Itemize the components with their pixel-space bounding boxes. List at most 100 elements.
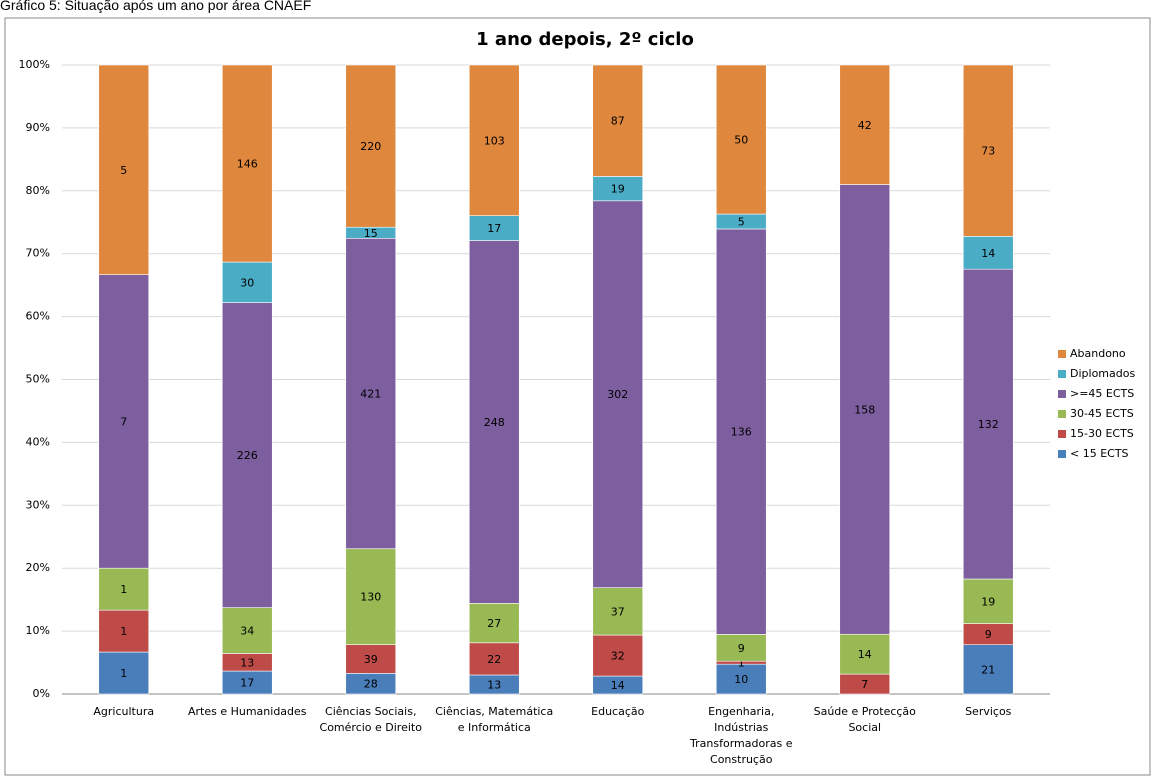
bar-segment bbox=[221, 64, 273, 263]
bar-segment bbox=[592, 64, 644, 177]
legend-label: Diplomados bbox=[1070, 367, 1135, 380]
data-label: 28 bbox=[364, 678, 378, 691]
data-label: 226 bbox=[237, 449, 258, 462]
bar-segment bbox=[839, 633, 891, 675]
y-tick-label: 0% bbox=[33, 687, 50, 700]
x-tick-label: Ciências Sociais, Comércio e Direito bbox=[319, 705, 422, 734]
legend-swatch bbox=[1058, 450, 1066, 458]
legend-label: 15-30 ECTS bbox=[1070, 427, 1134, 440]
chart-title: 1 ano depois, 2º ciclo bbox=[476, 29, 694, 50]
bar-segment bbox=[221, 607, 273, 654]
bar-segment bbox=[468, 240, 520, 604]
y-tick-label: 60% bbox=[26, 310, 50, 323]
bar-segment bbox=[345, 64, 397, 228]
bar-segment bbox=[221, 302, 273, 608]
x-tick-label: Agricultura bbox=[93, 705, 155, 718]
data-label: 27 bbox=[487, 617, 501, 630]
bar-segment bbox=[839, 184, 891, 635]
x-tick-label: Serviços bbox=[965, 705, 1012, 718]
data-label: 103 bbox=[484, 134, 505, 147]
data-label: 421 bbox=[360, 388, 381, 401]
data-label: 248 bbox=[484, 416, 505, 429]
data-label: 19 bbox=[611, 183, 625, 196]
data-label: 73 bbox=[981, 145, 995, 158]
y-tick-label: 100% bbox=[19, 58, 50, 71]
bar-segment bbox=[715, 64, 767, 215]
bar-segment bbox=[715, 228, 767, 635]
bar-segment bbox=[468, 215, 520, 241]
data-label: 1 bbox=[120, 583, 127, 596]
bar-segment bbox=[962, 236, 1014, 270]
bar-segment bbox=[839, 64, 891, 185]
bar-segment bbox=[962, 64, 1014, 237]
data-label: 37 bbox=[611, 605, 625, 618]
chart-border bbox=[4, 17, 1151, 776]
data-label: 5 bbox=[120, 164, 127, 177]
y-tick-label: 70% bbox=[26, 247, 50, 260]
data-label: 9 bbox=[985, 628, 992, 641]
data-label: 34 bbox=[240, 625, 254, 638]
data-label: 30 bbox=[240, 276, 254, 289]
bar-segment bbox=[592, 200, 644, 588]
legend-swatch bbox=[1058, 350, 1066, 358]
y-tick-label: 20% bbox=[26, 561, 50, 574]
data-label: 132 bbox=[978, 418, 999, 431]
data-label: 1 bbox=[738, 657, 745, 670]
data-label: 158 bbox=[854, 403, 875, 416]
data-label: 302 bbox=[607, 388, 628, 401]
data-label: 15 bbox=[364, 227, 378, 240]
bar-segment bbox=[592, 587, 644, 636]
legend-label: >=45 ECTS bbox=[1070, 387, 1134, 400]
y-tick-label: 50% bbox=[26, 373, 50, 386]
bar-segment bbox=[715, 634, 767, 662]
data-label: 1 bbox=[120, 625, 127, 638]
bar-segment bbox=[962, 268, 1014, 580]
legend-label: Abandono bbox=[1070, 347, 1126, 360]
data-label: 39 bbox=[364, 653, 378, 666]
data-label: 13 bbox=[240, 656, 254, 669]
data-label: 17 bbox=[487, 222, 501, 235]
legend-swatch bbox=[1058, 370, 1066, 378]
x-tick-label: Saúde e Protecção Social bbox=[813, 705, 916, 734]
data-label: 10 bbox=[734, 673, 748, 686]
legend-swatch bbox=[1058, 430, 1066, 438]
data-label: 22 bbox=[487, 653, 501, 666]
y-tick-label: 90% bbox=[26, 121, 50, 134]
data-label: 14 bbox=[981, 247, 995, 260]
data-label: 9 bbox=[738, 642, 745, 655]
data-label: 19 bbox=[981, 595, 995, 608]
x-tick-label: Engenharia, Indústrias Transformadoras e… bbox=[690, 705, 793, 766]
bar-segment bbox=[592, 176, 644, 202]
data-label: 220 bbox=[360, 140, 381, 153]
data-label: 14 bbox=[858, 648, 872, 661]
bar-segment bbox=[592, 634, 644, 677]
legend-swatch bbox=[1058, 410, 1066, 418]
bar-segment bbox=[962, 578, 1014, 624]
data-label: 136 bbox=[731, 426, 752, 439]
bar-segment bbox=[98, 274, 150, 569]
bar-segment bbox=[98, 64, 150, 275]
bar-segment bbox=[468, 64, 520, 216]
bar-segment bbox=[345, 548, 397, 645]
bar-segment bbox=[345, 237, 397, 550]
data-label: 7 bbox=[861, 678, 868, 691]
data-label: 50 bbox=[734, 134, 748, 147]
data-label: 14 bbox=[611, 679, 625, 692]
bar-segment bbox=[468, 603, 520, 644]
y-tick-label: 10% bbox=[26, 624, 50, 637]
data-label: 17 bbox=[240, 677, 254, 690]
data-label: 87 bbox=[611, 115, 625, 128]
y-tick-label: 30% bbox=[26, 498, 50, 511]
x-tick-label: Educação bbox=[591, 705, 645, 718]
x-tick-label: Artes e Humanidades bbox=[187, 705, 307, 718]
data-label: 42 bbox=[858, 119, 872, 132]
data-label: 5 bbox=[738, 216, 745, 229]
legend-swatch bbox=[1058, 390, 1066, 398]
legend-label: < 15 ECTS bbox=[1070, 447, 1129, 460]
data-label: 1 bbox=[120, 667, 127, 680]
y-tick-label: 40% bbox=[26, 435, 50, 448]
data-label: 7 bbox=[120, 415, 127, 428]
data-label: 130 bbox=[360, 591, 381, 604]
